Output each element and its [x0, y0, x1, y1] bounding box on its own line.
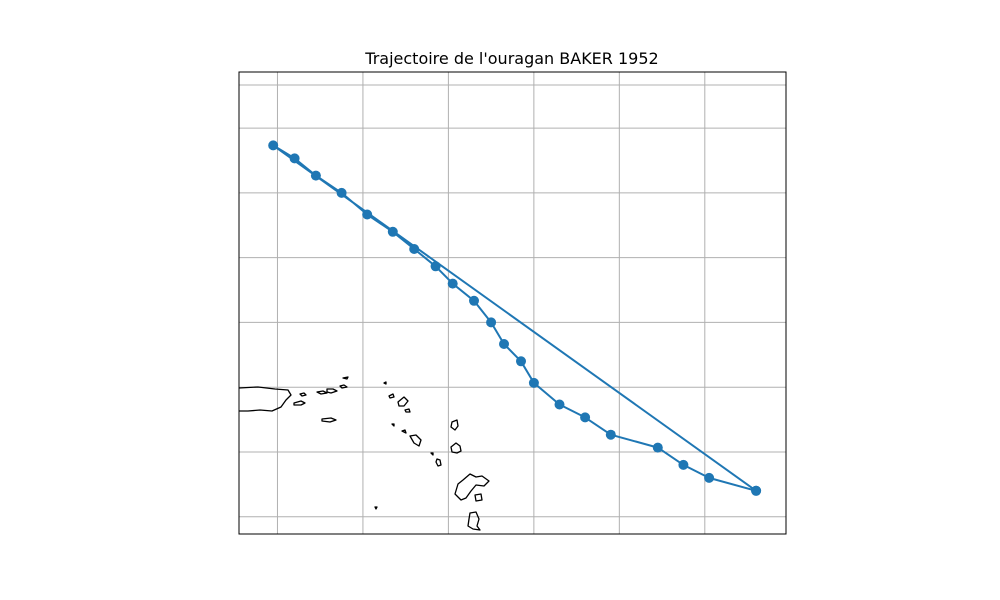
coastline-guadeloupe [450, 442, 462, 454]
track-point [469, 295, 479, 306]
track-line [272, 144, 757, 492]
coastline-barbuda [404, 408, 411, 413]
track-point [580, 412, 591, 423]
coastline-culebra [299, 392, 307, 397]
map-frame [238, 71, 787, 535]
map-title: Trajectoire de l'ouragan BAKER 1952 [364, 49, 658, 68]
map-area [239, 72, 786, 534]
coastlines [239, 376, 490, 531]
coastline-puerto-rico [239, 386, 292, 412]
coastline-islet [374, 506, 378, 510]
coastline-redonda [435, 458, 442, 467]
track-point [362, 209, 373, 220]
coastline-antigua [409, 434, 422, 447]
coastline-guadeloupe-north [450, 419, 459, 431]
coastline-anguilla [383, 381, 387, 385]
track-point [289, 153, 300, 164]
coastline-tortola [326, 388, 338, 394]
track-point [409, 244, 420, 254]
track-point [336, 187, 347, 198]
coastline-martinique [467, 511, 481, 531]
coastline-marie-galante [474, 493, 483, 502]
track-point [516, 356, 526, 367]
track-point [387, 226, 398, 237]
track-point [605, 429, 616, 440]
track-point [486, 317, 497, 328]
track-point [652, 442, 663, 453]
track-point [554, 399, 565, 410]
track-point [447, 278, 458, 289]
track-point [751, 485, 762, 496]
track-point [268, 140, 279, 151]
coastline-st-martin [388, 393, 395, 399]
track-point [678, 459, 689, 470]
coastline-nevis [401, 429, 407, 434]
coastline-st-barthelemy [397, 396, 409, 407]
graticule [239, 72, 786, 534]
hurricane-track [268, 140, 762, 496]
coastline-vieques [293, 400, 306, 406]
coastline-anegada [342, 376, 349, 380]
track-point [310, 170, 321, 181]
coastline-dominica [454, 473, 490, 501]
coastline-montserrat [430, 452, 434, 456]
track-point [528, 377, 539, 388]
track-point [430, 261, 441, 272]
track-point [499, 339, 509, 349]
coastline-st-thomas [316, 390, 328, 395]
track-point [704, 472, 715, 483]
coastline-st-croix [321, 417, 337, 423]
coastline-st-kitts [391, 423, 395, 427]
coastline-virgin-gorda [339, 384, 348, 389]
